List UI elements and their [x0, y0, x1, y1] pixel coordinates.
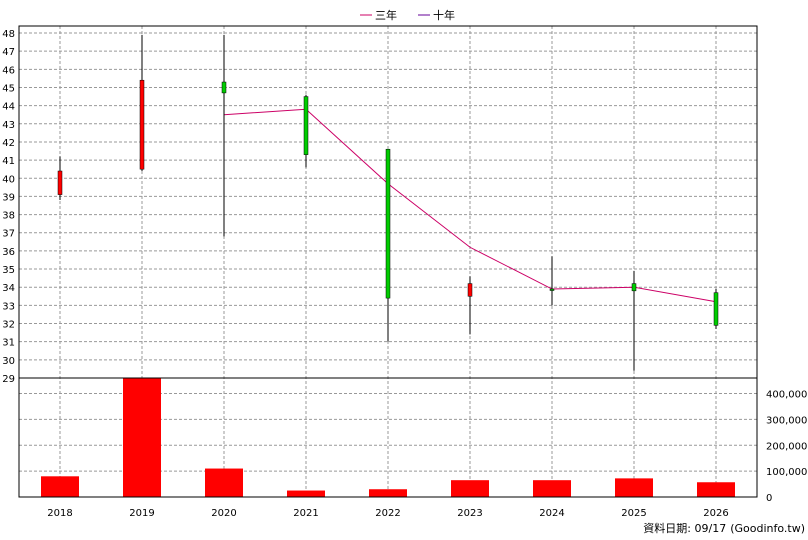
- plot-frames: [18, 25, 758, 498]
- footer-label: 資料日期: 09/17: [643, 521, 726, 535]
- volume-bar-2023: [451, 480, 489, 497]
- legend-label-2: 十年: [433, 8, 455, 22]
- x-tick-label: 2025: [621, 508, 646, 519]
- price-tick-label: 32: [2, 320, 15, 331]
- candle-body-2020: [221, 81, 227, 94]
- candle-body-2026: [713, 292, 719, 326]
- x-tick-label: 2020: [211, 508, 236, 519]
- price-tick-label: 38: [2, 211, 15, 222]
- price-tick-label: 46: [2, 65, 15, 76]
- volume-bar-2024: [533, 480, 571, 497]
- footer-date: 資料日期: 09/17 (Goodinfo.tw): [643, 521, 805, 535]
- price-tick-label: 43: [2, 120, 15, 131]
- volume-bar-2021: [287, 490, 325, 497]
- candle-body-2023: [467, 283, 473, 297]
- volume-tick-label: 400,000: [766, 390, 807, 401]
- legend: 三年 十年: [360, 8, 455, 22]
- volume-bar-2019: [123, 378, 161, 497]
- volume-tick-label: 0: [766, 493, 772, 504]
- footer-source: (Goodinfo.tw): [730, 522, 805, 535]
- candle-body-2019: [139, 79, 145, 170]
- price-tick-label: 34: [2, 283, 15, 294]
- candle-body-2024: [549, 288, 555, 291]
- x-axis-ticks: 2018 2019 2020 2021 2022 2023 2024 2025 2026: [47, 508, 728, 519]
- price-tick-label: 47: [2, 47, 15, 58]
- price-tick-label: 45: [2, 83, 15, 94]
- price-tick-label: 35: [2, 265, 15, 276]
- x-tick-label: 2023: [457, 508, 482, 519]
- price-tick-label: 40: [2, 174, 15, 185]
- volume-bar-2018: [41, 476, 79, 497]
- price-tick-label: 30: [2, 356, 15, 367]
- candlestick-series: [57, 34, 719, 371]
- candle-body-2021: [303, 96, 309, 155]
- price-tick-label: 41: [2, 156, 15, 167]
- x-tick-label: 2024: [539, 508, 564, 519]
- candle-body-2025: [631, 283, 637, 292]
- volume-bar-2020: [205, 468, 243, 497]
- price-tick-label: 39: [2, 192, 15, 203]
- volume-tick-label: 300,000: [766, 415, 807, 426]
- x-tick-label: 2018: [47, 508, 72, 519]
- price-axis-ticks: 29 30 31 32 33 34 35 36 37 38 39 40 41 42 43 44 45 46 47 48: [2, 29, 15, 385]
- candle-body-2018: [57, 170, 63, 195]
- volume-axis-ticks: 0 100,000 200,000 300,000 400,000: [766, 390, 807, 504]
- price-tick-label: 44: [2, 102, 15, 113]
- volume-bar-2025: [615, 478, 653, 497]
- price-tick-label: 31: [2, 338, 15, 349]
- x-tick-label: 2019: [129, 508, 154, 519]
- price-tick-label: 36: [2, 247, 15, 258]
- volume-bar-2022: [369, 489, 407, 497]
- x-tick-label: 2022: [375, 508, 400, 519]
- volume-bar-2026: [697, 482, 735, 497]
- price-tick-label: 29: [2, 374, 15, 385]
- price-tick-label: 42: [2, 138, 15, 149]
- x-tick-label: 2021: [293, 508, 318, 519]
- candle-body-2022: [385, 148, 391, 299]
- price-tick-label: 33: [2, 301, 15, 312]
- volume-series: [41, 378, 735, 497]
- price-tick-label: 48: [2, 29, 15, 40]
- legend-label-1: 三年: [375, 8, 397, 22]
- volume-tick-label: 200,000: [766, 441, 807, 452]
- x-tick-label: 2026: [703, 508, 728, 519]
- plot-border: [18, 25, 758, 498]
- volume-tick-label: 100,000: [766, 467, 807, 478]
- price-tick-label: 37: [2, 229, 15, 240]
